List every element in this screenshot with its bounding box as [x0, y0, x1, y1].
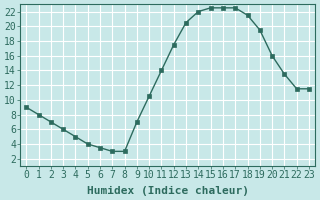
X-axis label: Humidex (Indice chaleur): Humidex (Indice chaleur) [87, 186, 249, 196]
